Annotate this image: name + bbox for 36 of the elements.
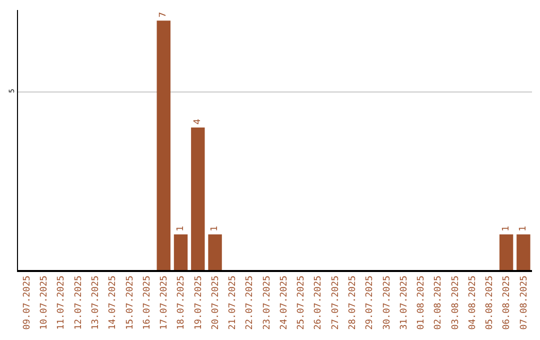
x-tick-label: 29.07.2025 <box>365 276 376 330</box>
x-tick-label: 10.07.2025 <box>40 276 50 330</box>
x-tick-label: 17.07.2025 <box>160 276 170 330</box>
x-tick-label: 11.07.2025 <box>56 276 67 330</box>
x-tick-label: 27.07.2025 <box>330 276 341 330</box>
data-label: 1 <box>210 226 220 232</box>
x-tick-label: 28.07.2025 <box>348 276 358 330</box>
x-tick-label: 06.08.2025 <box>502 276 512 330</box>
x-tick-label: 30.07.2025 <box>382 276 392 330</box>
x-tick-label: 09.07.2025 <box>22 276 32 330</box>
x-tick-label: 15.07.2025 <box>125 276 136 330</box>
data-label: 7 <box>158 12 169 18</box>
x-tick-label: 19.07.2025 <box>194 276 204 330</box>
x-tick-label: 20.07.2025 <box>210 276 221 330</box>
x-tick-label: 03.08.2025 <box>450 276 461 330</box>
x-tick-label: 22.07.2025 <box>245 276 256 330</box>
x-tick-label: 16.07.2025 <box>142 276 152 330</box>
x-tick-label: 13.07.2025 <box>91 276 102 330</box>
data-label: 4 <box>192 118 203 125</box>
data-label: 1 <box>501 226 512 232</box>
data-label: 1 <box>518 226 528 232</box>
x-tick-label: 01.08.2025 <box>416 276 427 330</box>
x-tick-label: 25.07.2025 <box>296 276 307 330</box>
x-tick-label: 23.07.2025 <box>262 276 272 330</box>
x-tick-label: 18.07.2025 <box>176 276 187 330</box>
x-tick-label: 14.07.2025 <box>108 276 118 330</box>
x-tick-label: 12.07.2025 <box>74 276 84 330</box>
x-tick-label: 24.07.2025 <box>279 276 290 330</box>
x-tick-label: 26.07.2025 <box>314 276 324 330</box>
x-tick-label: 05.08.2025 <box>485 276 496 330</box>
x-tick-label: 07.08.2025 <box>519 276 530 330</box>
x-tick-label: 04.08.2025 <box>468 276 478 330</box>
x-tick-label: 31.07.2025 <box>399 276 410 330</box>
data-label: 1 <box>176 226 186 232</box>
x-tick-label: 21.07.2025 <box>228 276 238 330</box>
x-tick-label: 02.08.2025 <box>434 276 444 330</box>
